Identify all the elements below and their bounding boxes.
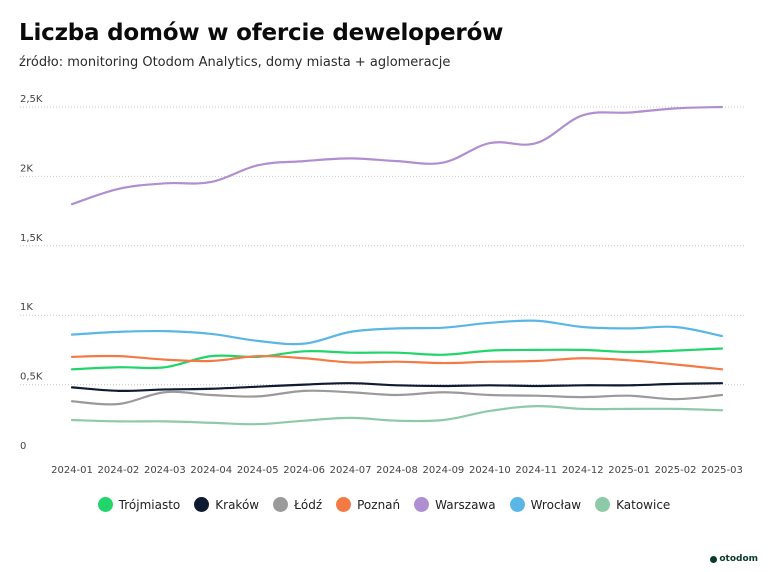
legend-label: Warszawa <box>435 497 496 512</box>
legend-item[interactable]: Łódź <box>273 497 322 512</box>
legend-item[interactable]: Katowice <box>595 497 670 512</box>
x-tick-label: 2024-11 <box>515 465 557 476</box>
x-tick-label: 2024-12 <box>562 465 604 476</box>
legend-item[interactable]: Poznań <box>336 497 400 512</box>
x-tick-label: 2024-03 <box>144 465 186 476</box>
series-line <box>70 405 724 426</box>
gridlines <box>20 106 745 386</box>
series-line <box>70 105 724 206</box>
y-tick-label: 0,5K <box>20 372 43 383</box>
legend-label: Wrocław <box>530 497 582 512</box>
chart-subtitle: źródło: monitoring Otodom Analytics, dom… <box>19 55 451 70</box>
x-tick-label: 2024-07 <box>330 465 372 476</box>
x-tick-label: 2025-01 <box>608 465 650 476</box>
logo-text: otodom <box>719 554 758 564</box>
legend-swatch-icon <box>273 497 289 512</box>
x-tick-label: 2024-06 <box>283 465 325 476</box>
y-tick-label: 2K <box>20 163 33 174</box>
legend-swatch-icon <box>97 497 113 512</box>
x-tick-label: 2024-04 <box>190 465 232 476</box>
legend-label: Poznań <box>357 497 401 512</box>
legend-item[interactable]: Wrocław <box>509 497 582 512</box>
otodom-logo: otodom <box>710 554 758 564</box>
series-lines <box>70 105 724 426</box>
x-tick-label: 2024-02 <box>98 465 140 476</box>
series-line <box>70 382 724 393</box>
chart-title: Liczba domów w ofercie deweloperów <box>19 20 504 46</box>
legend-swatch-icon <box>414 497 430 512</box>
x-tick-label: 2024-10 <box>469 465 511 476</box>
legend-label: Trójmiasto <box>118 497 181 512</box>
x-tick-label: 2025-03 <box>701 465 743 476</box>
legend: Trójmiasto Kraków Łódź Poznań Warszawa Wrocła… <box>0 497 768 512</box>
x-tick-label: 2025-02 <box>655 465 697 476</box>
y-axis-ticks: 0 0,5K 1K 1,5K 2K 2,5K <box>20 94 43 452</box>
legend-item[interactable]: Warszawa <box>414 497 496 512</box>
legend-label: Kraków <box>215 497 260 512</box>
series-line <box>70 389 724 406</box>
x-tick-label: 2024-05 <box>237 465 279 476</box>
x-tick-label: 2024-09 <box>423 465 465 476</box>
legend-item[interactable]: Trójmiasto <box>97 497 181 512</box>
x-tick-label: 2024-08 <box>376 465 418 476</box>
logo-dot-icon <box>710 555 718 563</box>
x-tick-label: 2024-01 <box>51 465 93 476</box>
legend-swatch-icon <box>194 497 210 512</box>
y-tick-label: 2,5K <box>20 94 43 105</box>
series-line <box>70 347 724 371</box>
y-tick-label: 1K <box>20 302 33 313</box>
legend-label: Katowice <box>616 497 671 512</box>
y-tick-label: 0 <box>20 441 26 452</box>
legend-swatch-icon <box>595 497 611 512</box>
series-line <box>70 319 724 346</box>
x-axis-ticks: 2024-01 2024-02 2024-03 2024-04 2024-05 2024-… <box>51 465 743 476</box>
legend-item[interactable]: Kraków <box>194 497 259 512</box>
legend-swatch-icon <box>509 497 525 512</box>
series-line <box>70 354 724 371</box>
legend-label: Łódź <box>294 497 323 512</box>
legend-swatch-icon <box>336 497 352 512</box>
y-tick-label: 1,5K <box>20 233 43 244</box>
